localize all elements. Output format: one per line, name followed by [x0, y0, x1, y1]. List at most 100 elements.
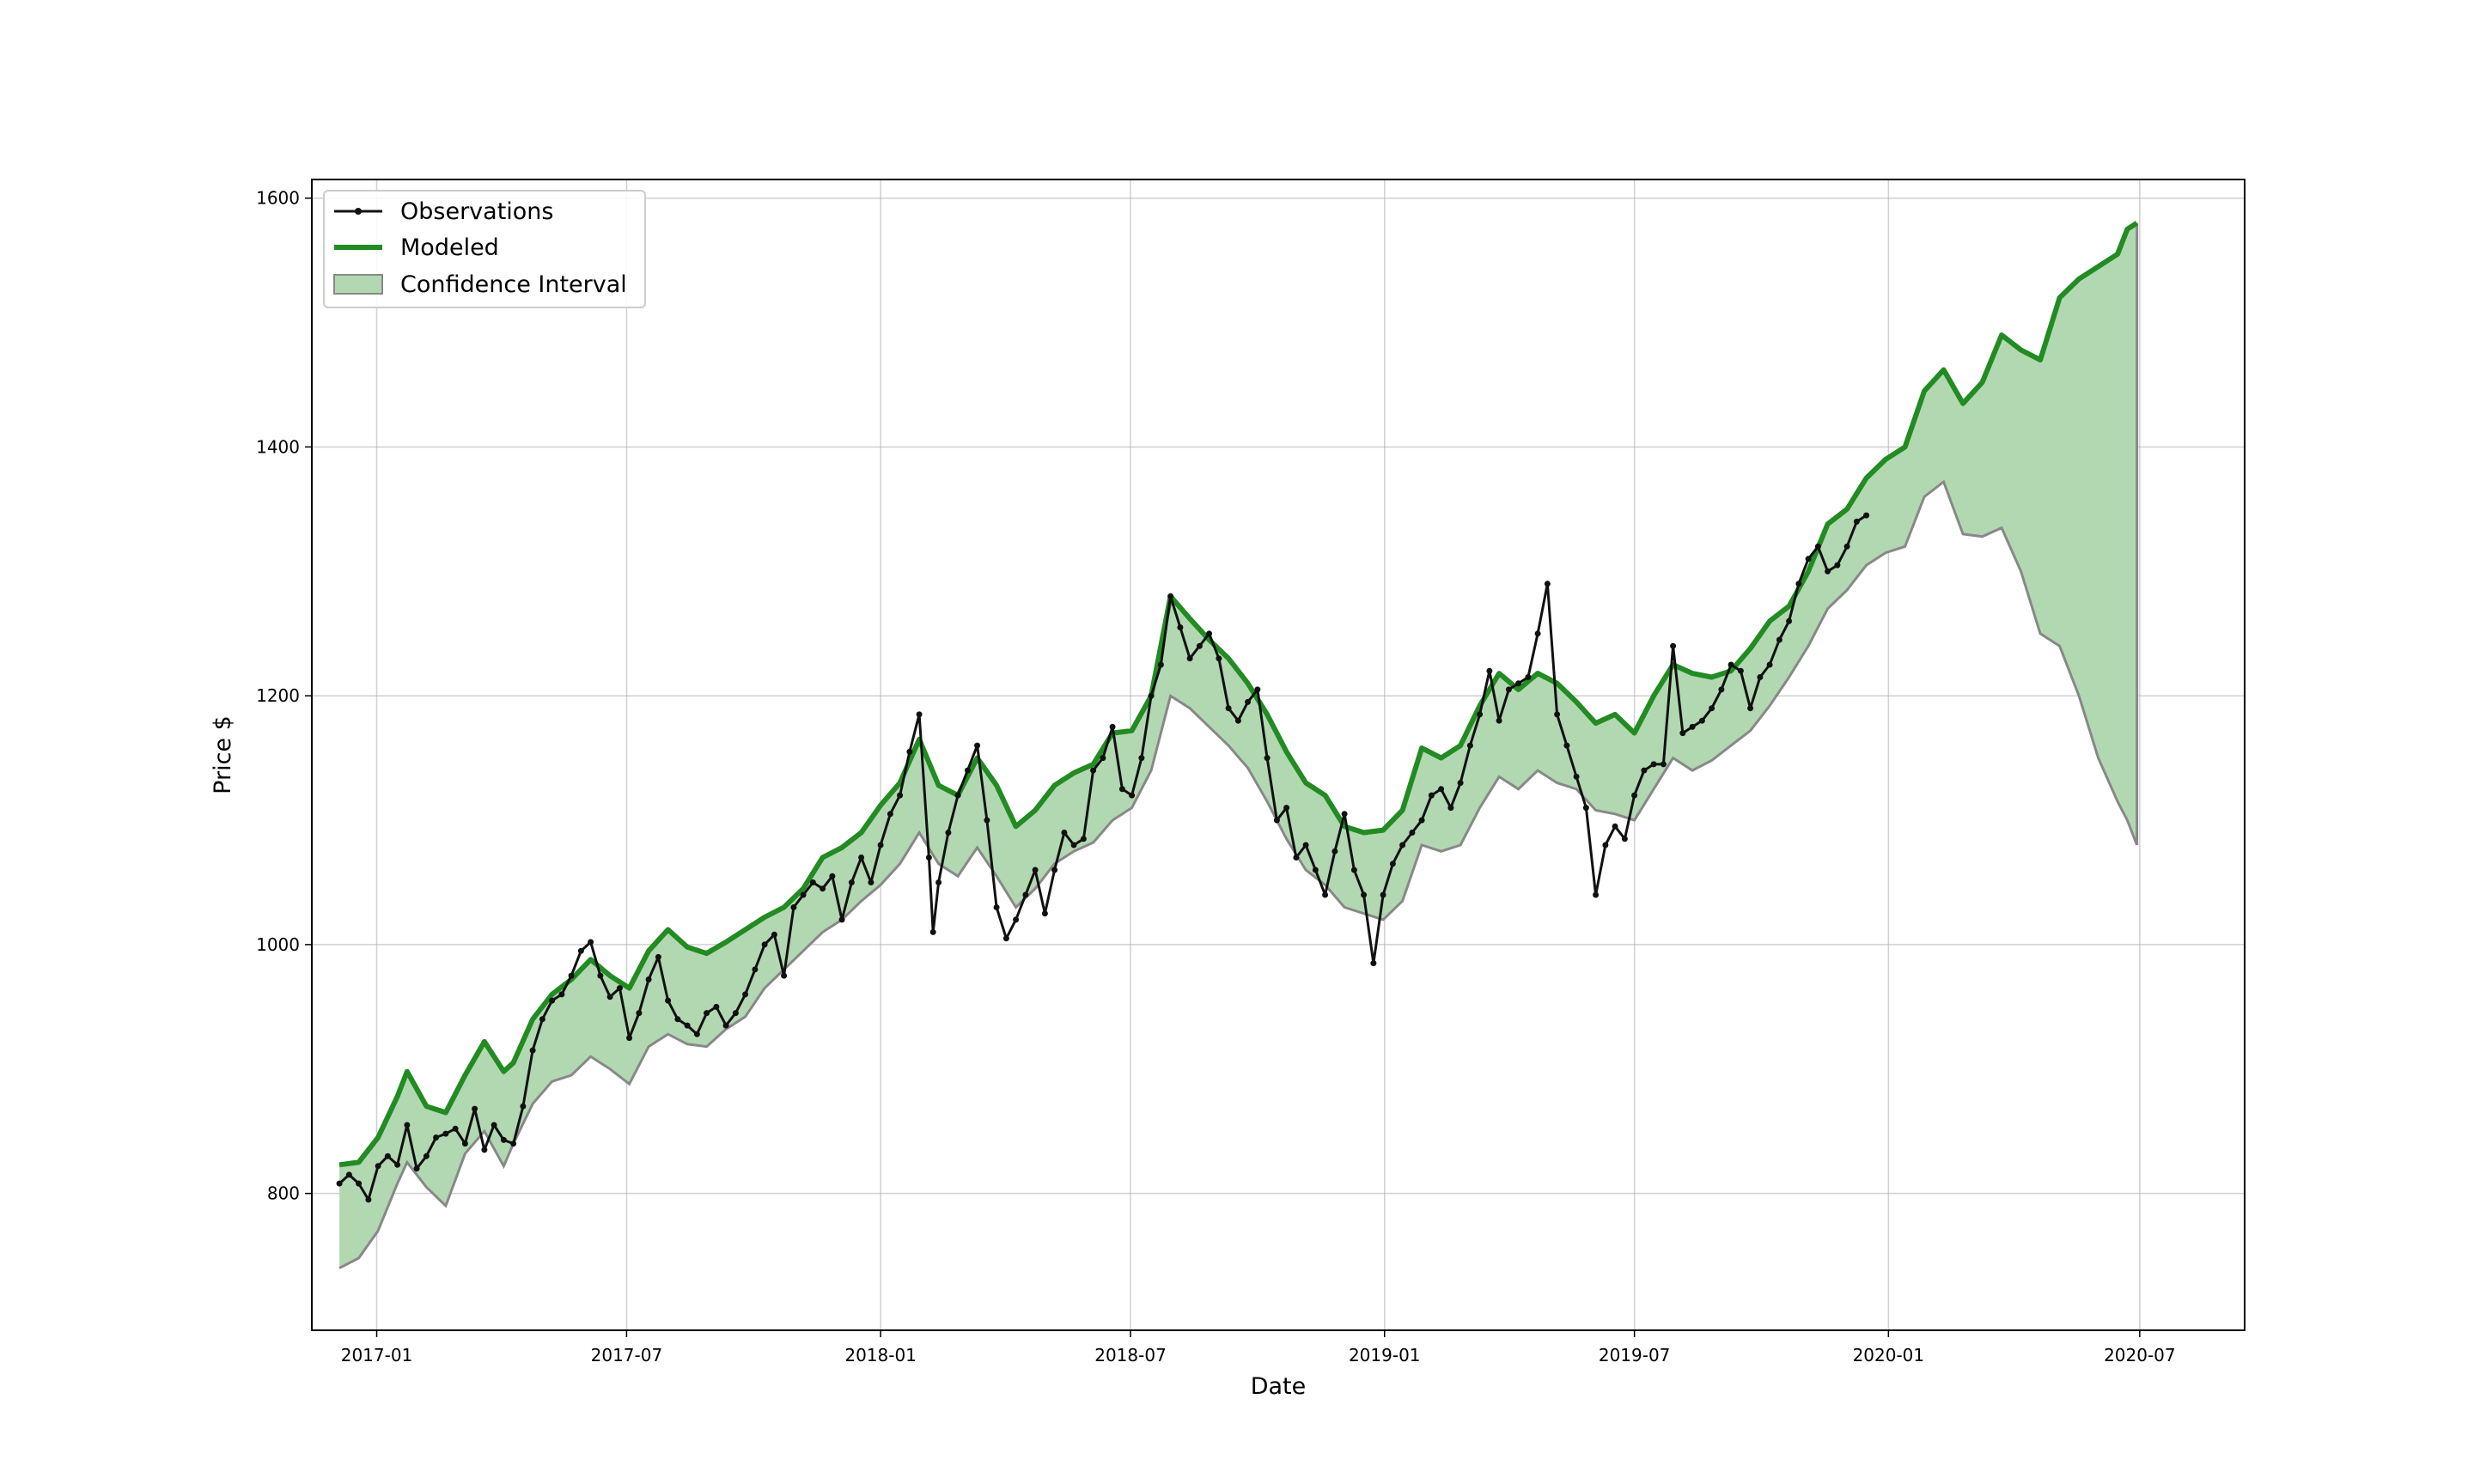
- x-tick-label: 2019-07: [1599, 1345, 1671, 1365]
- observation-point: [520, 1103, 527, 1110]
- observation-point: [1399, 842, 1406, 848]
- observation-point: [1525, 674, 1532, 680]
- observation-point: [1737, 667, 1744, 674]
- legend-observations-label: Observations: [400, 198, 553, 225]
- observation-point: [897, 792, 904, 799]
- observation-point: [1805, 556, 1812, 563]
- observation-point: [1157, 661, 1164, 668]
- observation-point: [636, 1010, 643, 1017]
- confidence-interval-band: [339, 222, 2137, 1268]
- observation-point: [1409, 830, 1416, 836]
- observations-line: [338, 514, 1868, 1201]
- observation-point: [1825, 568, 1831, 575]
- y-tick-label: 1400: [256, 436, 300, 457]
- observation-point: [1834, 562, 1841, 569]
- confidence-interval-lower-edge: [338, 479, 2138, 1269]
- observation-point: [597, 972, 604, 979]
- observation-point: [1689, 723, 1696, 730]
- observation-point: [1447, 805, 1454, 812]
- observation-point: [1786, 617, 1793, 624]
- observation-point: [500, 1136, 507, 1143]
- observation-point: [1167, 593, 1174, 599]
- observation-point: [1264, 755, 1271, 762]
- observation-point: [1196, 642, 1203, 649]
- observation-point: [1602, 842, 1609, 848]
- observation-point: [790, 904, 797, 910]
- observation-point: [732, 1010, 739, 1017]
- observation-point: [713, 1003, 720, 1010]
- observation-point: [1283, 805, 1290, 812]
- observation-point: [1534, 630, 1541, 637]
- observation-point: [1418, 817, 1425, 824]
- observation-point: [1438, 786, 1445, 793]
- observation-point: [1670, 642, 1677, 649]
- observation-point: [645, 976, 652, 982]
- observation-point: [1331, 848, 1338, 855]
- observation-point: [1795, 581, 1802, 587]
- observation-point: [616, 985, 623, 992]
- x-tick-label: 2020-07: [2104, 1345, 2176, 1365]
- observation-point: [1728, 661, 1734, 668]
- observation-point: [510, 1140, 517, 1147]
- observation-point: [394, 1161, 401, 1168]
- observation-point: [1776, 636, 1782, 643]
- observation-point: [1186, 655, 1193, 662]
- legend-observations-marker: [355, 208, 362, 215]
- observation-point: [877, 842, 884, 848]
- observation-point: [984, 817, 990, 824]
- x-tick-label: 2017-07: [591, 1345, 663, 1365]
- observation-point: [1022, 891, 1029, 898]
- grid-lines: [312, 179, 2245, 1330]
- observation-point: [1650, 761, 1657, 768]
- modeled-layer: [338, 221, 2139, 1168]
- observation-point: [1718, 686, 1725, 693]
- x-tick-label: 2020-01: [1853, 1345, 1925, 1365]
- y-tick-label: 1200: [256, 685, 300, 706]
- observation-point: [929, 928, 936, 935]
- observation-point: [1573, 773, 1580, 780]
- observation-point: [1747, 705, 1754, 712]
- observation-point: [1041, 910, 1048, 917]
- observation-point: [568, 972, 575, 979]
- observation-point: [472, 1105, 478, 1112]
- observation-point: [481, 1146, 488, 1153]
- observation-point: [1563, 742, 1570, 749]
- y-axis-ticks: 800 1000 1200 1400 1600: [256, 188, 312, 1204]
- observation-point: [722, 1022, 729, 1029]
- observation-point: [1312, 867, 1319, 873]
- observation-point: [1660, 761, 1667, 768]
- observation-point: [858, 855, 865, 861]
- observation-point: [452, 1125, 459, 1132]
- legend-box: [323, 190, 646, 308]
- observation-point: [684, 1022, 691, 1029]
- observation-point: [1090, 767, 1097, 774]
- observation-point: [606, 994, 613, 1000]
- observation-point: [1293, 855, 1300, 861]
- observation-point: [1129, 792, 1136, 799]
- observation-point: [809, 879, 816, 885]
- observation-point: [1428, 792, 1435, 799]
- observation-point: [1389, 861, 1396, 867]
- observation-point: [1380, 891, 1386, 898]
- observation-point: [1032, 867, 1039, 873]
- observation-point: [1245, 698, 1252, 705]
- modeled-line: [338, 221, 2139, 1168]
- observation-point: [1109, 723, 1116, 730]
- observation-point: [365, 1196, 372, 1203]
- observation-point: [838, 916, 845, 923]
- observation-point: [925, 855, 932, 861]
- legend: Observations Modeled Confidence Interval: [323, 190, 646, 308]
- observation-point: [1709, 705, 1715, 712]
- observation-point: [1766, 661, 1773, 668]
- observation-point: [1698, 717, 1705, 724]
- observation-point: [1486, 667, 1493, 674]
- x-axis-ticks: 2017-01 2017-07 2018-01 2018-07 2019-01 2019-…: [341, 1330, 2176, 1365]
- observation-point: [1002, 935, 1009, 942]
- observation-point: [771, 931, 777, 938]
- observation-point: [433, 1134, 440, 1140]
- observation-point: [1100, 755, 1106, 762]
- observation-point: [1148, 692, 1155, 699]
- observation-point: [1466, 742, 1473, 749]
- plot-frame: [311, 179, 2245, 1331]
